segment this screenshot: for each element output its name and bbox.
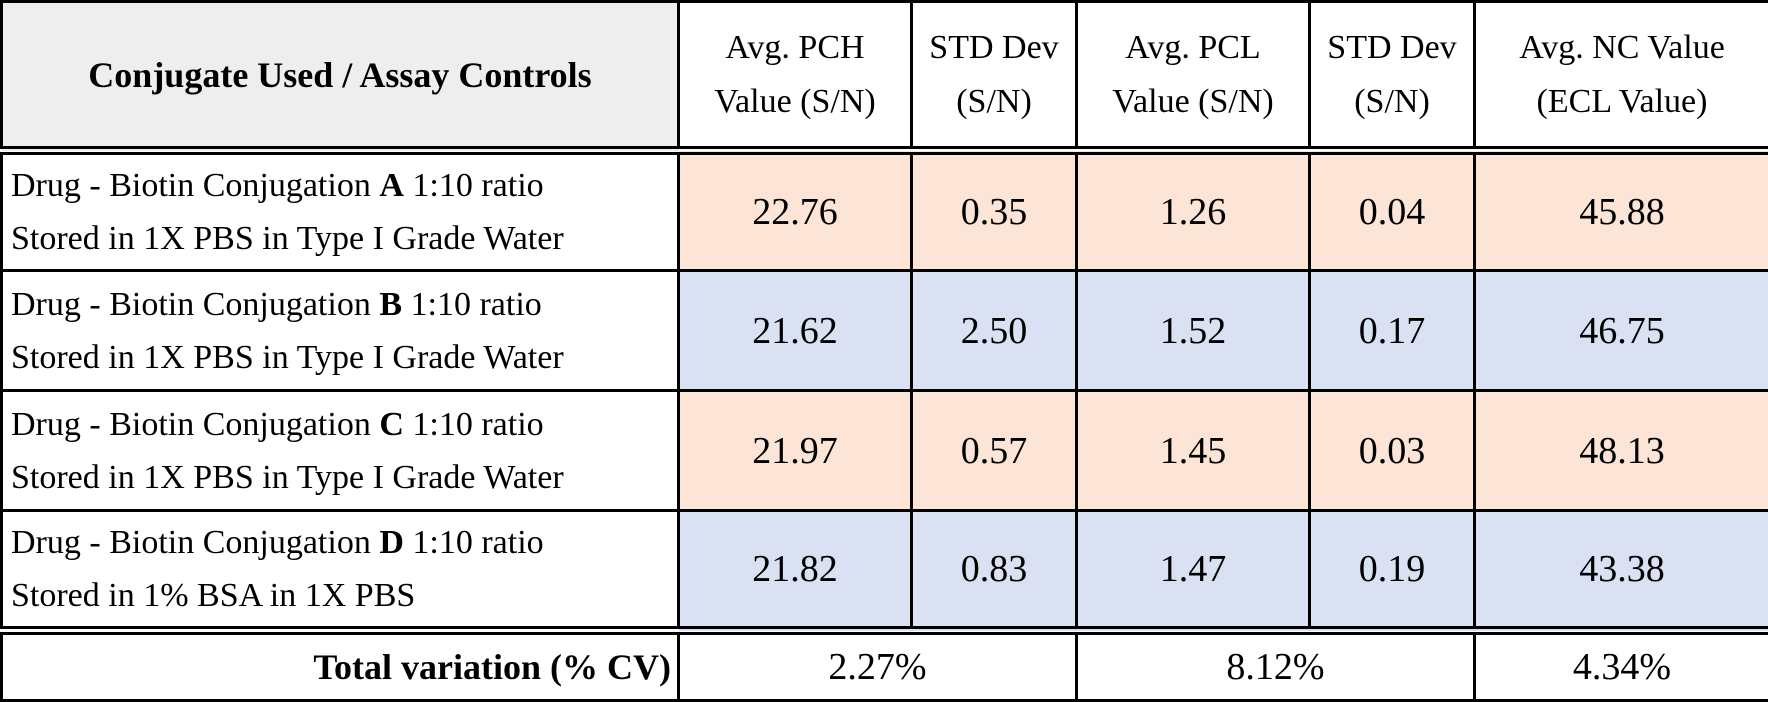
- header-avg-pch-line2: Value (S/N): [714, 83, 875, 120]
- row-label-prefix: Drug - Biotin Conjugation: [11, 406, 371, 443]
- row-label: Drug - Biotin Conjugation A 1:10 ratio St…: [2, 151, 679, 271]
- avg-pch-cell: 21.62: [679, 271, 912, 391]
- header-pcl-std-dev-line2: (S/N): [1354, 83, 1430, 120]
- avg-nc-cell: 48.13: [1475, 391, 1768, 511]
- avg-nc-cell: 46.75: [1475, 271, 1768, 391]
- pcl-std-dev-cell: 0.17: [1310, 271, 1475, 391]
- pch-std-dev-cell: 0.35: [912, 151, 1077, 271]
- pcl-std-dev-cell: 0.03: [1310, 391, 1475, 511]
- header-avg-nc-line1: Avg. NC Value: [1519, 29, 1725, 66]
- row-label-storage: Stored in 1X PBS in Type I Grade Water: [11, 459, 564, 496]
- header-avg-pch: Avg. PCH Value (S/N): [679, 2, 912, 151]
- row-label-letter: D: [379, 524, 404, 561]
- row-label-prefix: Drug - Biotin Conjugation: [11, 167, 371, 204]
- total-variation-label: Total variation (% CV): [2, 631, 679, 701]
- header-avg-pch-line1: Avg. PCH: [725, 29, 864, 66]
- avg-pcl-cell: 1.26: [1077, 151, 1310, 271]
- row-label-storage: Stored in 1% BSA in 1X PBS: [11, 577, 415, 614]
- header-row: Conjugate Used / Assay Controls Avg. PCH…: [2, 2, 1768, 151]
- row-label-prefix: Drug - Biotin Conjugation: [11, 286, 371, 323]
- header-avg-nc: Avg. NC Value (ECL Value): [1475, 2, 1768, 151]
- header-avg-nc-line2: (ECL Value): [1537, 83, 1708, 120]
- table-row: Drug - Biotin Conjugation B 1:10 ratio St…: [2, 271, 1768, 391]
- header-conjugate-used: Conjugate Used / Assay Controls: [2, 2, 679, 151]
- table-row: Drug - Biotin Conjugation A 1:10 ratio St…: [2, 151, 1768, 271]
- table-row: Drug - Biotin Conjugation D 1:10 ratio St…: [2, 511, 1768, 631]
- avg-nc-cell: 43.38: [1475, 511, 1768, 631]
- pch-std-dev-cell: 0.83: [912, 511, 1077, 631]
- row-label-suffix: 1:10 ratio: [412, 406, 543, 443]
- nc-cv-value: 4.34%: [1475, 631, 1768, 701]
- row-label-letter: B: [379, 286, 402, 323]
- avg-pch-cell: 21.82: [679, 511, 912, 631]
- row-label-storage: Stored in 1X PBS in Type I Grade Water: [11, 339, 564, 376]
- header-avg-pcl-line2: Value (S/N): [1112, 83, 1273, 120]
- row-label-storage: Stored in 1X PBS in Type I Grade Water: [11, 220, 564, 257]
- avg-pcl-cell: 1.52: [1077, 271, 1310, 391]
- row-label-suffix: 1:10 ratio: [412, 167, 543, 204]
- header-avg-pcl: Avg. PCL Value (S/N): [1077, 2, 1310, 151]
- avg-nc-cell: 45.88: [1475, 151, 1768, 271]
- total-variation-row: Total variation (% CV) 2.27% 8.12% 4.34%: [2, 631, 1768, 701]
- header-pch-std-dev-line1: STD Dev: [929, 29, 1058, 66]
- pcl-std-dev-cell: 0.19: [1310, 511, 1475, 631]
- row-label: Drug - Biotin Conjugation D 1:10 ratio St…: [2, 511, 679, 631]
- row-label-letter: A: [379, 167, 404, 204]
- avg-pch-cell: 21.97: [679, 391, 912, 511]
- row-label-suffix: 1:10 ratio: [411, 286, 542, 323]
- header-pch-std-dev-line2: (S/N): [956, 83, 1032, 120]
- avg-pch-cell: 22.76: [679, 151, 912, 271]
- avg-pcl-cell: 1.47: [1077, 511, 1310, 631]
- avg-pcl-cell: 1.45: [1077, 391, 1310, 511]
- table-row: Drug - Biotin Conjugation C 1:10 ratio St…: [2, 391, 1768, 511]
- pcl-std-dev-cell: 0.04: [1310, 151, 1475, 271]
- row-label-letter: C: [379, 406, 404, 443]
- row-label: Drug - Biotin Conjugation C 1:10 ratio St…: [2, 391, 679, 511]
- pcl-cv-value: 8.12%: [1077, 631, 1475, 701]
- row-label-prefix: Drug - Biotin Conjugation: [11, 524, 371, 561]
- row-label: Drug - Biotin Conjugation B 1:10 ratio St…: [2, 271, 679, 391]
- header-pcl-std-dev: STD Dev (S/N): [1310, 2, 1475, 151]
- pch-cv-value: 2.27%: [679, 631, 1077, 701]
- header-pch-std-dev: STD Dev (S/N): [912, 2, 1077, 151]
- pch-std-dev-cell: 0.57: [912, 391, 1077, 511]
- row-label-suffix: 1:10 ratio: [412, 524, 543, 561]
- header-pcl-std-dev-line1: STD Dev: [1327, 29, 1456, 66]
- pch-std-dev-cell: 2.50: [912, 271, 1077, 391]
- header-avg-pcl-line1: Avg. PCL: [1125, 29, 1260, 66]
